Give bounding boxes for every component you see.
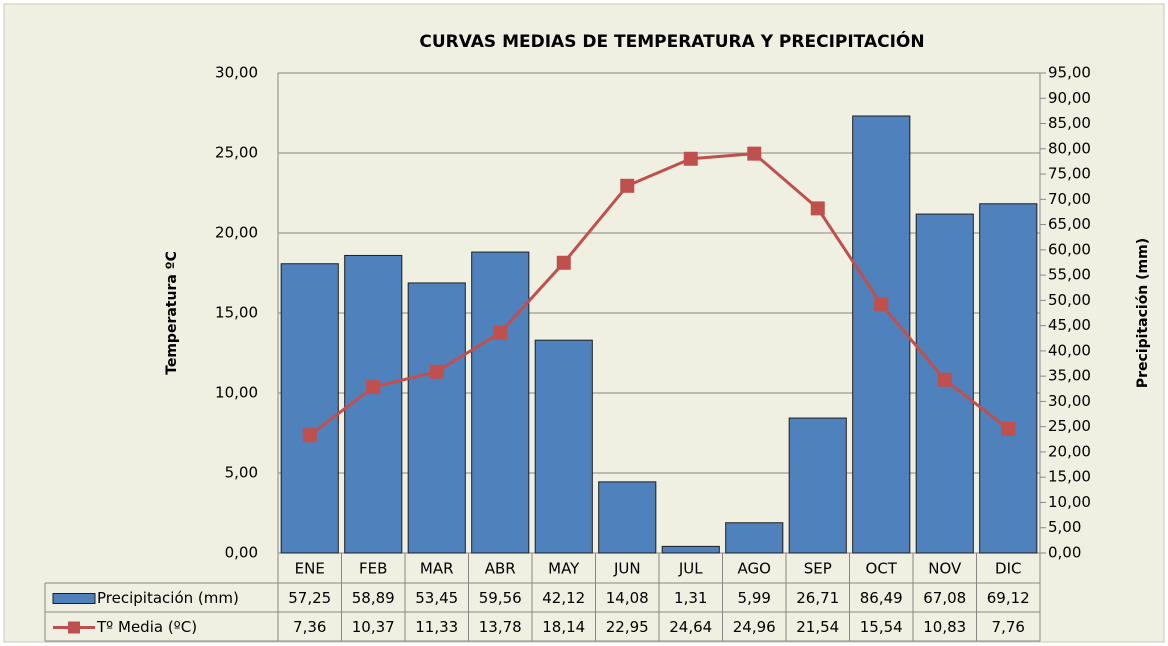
bar bbox=[852, 115, 911, 554]
y-tick-label: 0,00 bbox=[225, 544, 258, 562]
y-tick-label: 20,00 bbox=[215, 224, 258, 242]
y2-tick-label: 65,00 bbox=[1048, 215, 1091, 233]
bar bbox=[280, 263, 339, 554]
legend-label: Tº Media (ºC) bbox=[96, 618, 197, 636]
bar bbox=[725, 522, 784, 554]
x-tick-label: MAR bbox=[420, 560, 454, 578]
x-tick-label: SEP bbox=[804, 560, 832, 578]
y2-tick-label: 50,00 bbox=[1048, 291, 1091, 309]
data-label: 15,54 bbox=[860, 618, 903, 636]
marker bbox=[874, 297, 889, 312]
data-label: 86,49 bbox=[860, 589, 903, 607]
data-label: 7,76 bbox=[992, 618, 1025, 636]
x-tick-label: ENE bbox=[295, 560, 325, 578]
legend-key bbox=[52, 593, 96, 604]
y2-tick-label: 70,00 bbox=[1048, 190, 1091, 208]
y2-tick-label: 95,00 bbox=[1048, 64, 1091, 82]
legend-label: Precipitación (mm) bbox=[97, 589, 239, 607]
marker bbox=[429, 364, 444, 379]
chart-title: CURVAS MEDIAS DE TEMPERATURA Y PRECIPITA… bbox=[419, 30, 924, 52]
bar bbox=[407, 282, 466, 554]
data-label: 24,96 bbox=[733, 618, 776, 636]
y2-tick-label: 35,00 bbox=[1048, 367, 1091, 385]
y2-tick-label: 15,00 bbox=[1048, 468, 1091, 486]
y-tick-label: 25,00 bbox=[215, 144, 258, 162]
marker bbox=[937, 372, 952, 387]
data-label: 18,14 bbox=[542, 618, 585, 636]
x-tick-label: FEB bbox=[359, 560, 387, 578]
data-label: 59,56 bbox=[479, 589, 522, 607]
marker bbox=[620, 178, 635, 193]
legend-key bbox=[68, 621, 80, 634]
x-tick-label: MAY bbox=[548, 560, 580, 578]
y2-tick-label: 45,00 bbox=[1048, 316, 1091, 334]
marker bbox=[747, 146, 762, 161]
data-label: 53,45 bbox=[415, 589, 458, 607]
x-tick-label: ABR bbox=[485, 560, 516, 578]
bar bbox=[598, 481, 657, 554]
y2-tick-label: 25,00 bbox=[1048, 417, 1091, 435]
x-tick-label: NOV bbox=[928, 560, 962, 578]
bar bbox=[471, 251, 530, 554]
y2-tick-label: 5,00 bbox=[1048, 518, 1081, 536]
y2-tick-label: 80,00 bbox=[1048, 139, 1091, 157]
y2-tick-label: 20,00 bbox=[1048, 442, 1091, 460]
bar bbox=[661, 545, 720, 554]
y2-tick-label: 30,00 bbox=[1048, 392, 1091, 410]
data-label: 67,08 bbox=[923, 589, 966, 607]
data-label: 10,37 bbox=[352, 618, 395, 636]
data-label: 26,71 bbox=[796, 589, 839, 607]
x-tick-label: JUL bbox=[678, 560, 703, 578]
data-label: 7,36 bbox=[293, 618, 326, 636]
data-label: 13,78 bbox=[479, 618, 522, 636]
data-label: 57,25 bbox=[288, 589, 331, 607]
y2-tick-label: 60,00 bbox=[1048, 240, 1091, 258]
data-label: 1,31 bbox=[674, 589, 707, 607]
data-label: 69,12 bbox=[987, 589, 1030, 607]
x-tick-label: AGO bbox=[738, 560, 771, 578]
y-tick-label: 15,00 bbox=[215, 304, 258, 322]
y2-axis-title: Precipitación (mm) bbox=[1135, 238, 1151, 388]
data-label: 5,99 bbox=[738, 589, 771, 607]
y-tick-label: 30,00 bbox=[215, 64, 258, 82]
marker bbox=[810, 201, 825, 216]
x-tick-label: JUN bbox=[613, 560, 641, 578]
marker bbox=[556, 255, 571, 270]
x-tick-label: DIC bbox=[995, 560, 1021, 578]
bar bbox=[788, 417, 847, 554]
marker bbox=[683, 151, 698, 166]
y2-tick-label: 0,00 bbox=[1048, 544, 1081, 562]
y-axis-title: Temperatura ºC bbox=[164, 251, 180, 375]
y2-tick-label: 85,00 bbox=[1048, 114, 1091, 132]
data-label: 21,54 bbox=[796, 618, 839, 636]
data-label: 42,12 bbox=[542, 589, 585, 607]
bar bbox=[344, 254, 403, 554]
marker bbox=[366, 380, 381, 395]
y2-tick-label: 55,00 bbox=[1048, 266, 1091, 284]
bar bbox=[979, 203, 1038, 554]
data-label: 58,89 bbox=[352, 589, 395, 607]
marker bbox=[1001, 421, 1016, 436]
y-tick-label: 10,00 bbox=[215, 384, 258, 402]
line bbox=[308, 152, 1010, 437]
y2-tick-label: 40,00 bbox=[1048, 341, 1091, 359]
bar bbox=[534, 339, 593, 554]
data-label: 22,95 bbox=[606, 618, 649, 636]
y2-tick-label: 90,00 bbox=[1048, 89, 1091, 107]
marker bbox=[302, 428, 317, 443]
x-tick-label: OCT bbox=[866, 560, 898, 578]
data-label: 10,83 bbox=[923, 618, 966, 636]
y2-tick-label: 75,00 bbox=[1048, 165, 1091, 183]
data-label: 14,08 bbox=[606, 589, 649, 607]
y2-tick-label: 10,00 bbox=[1048, 493, 1091, 511]
data-label: 11,33 bbox=[415, 618, 458, 636]
data-label: 24,64 bbox=[669, 618, 712, 636]
marker bbox=[493, 325, 508, 340]
y-tick-label: 5,00 bbox=[225, 464, 258, 482]
